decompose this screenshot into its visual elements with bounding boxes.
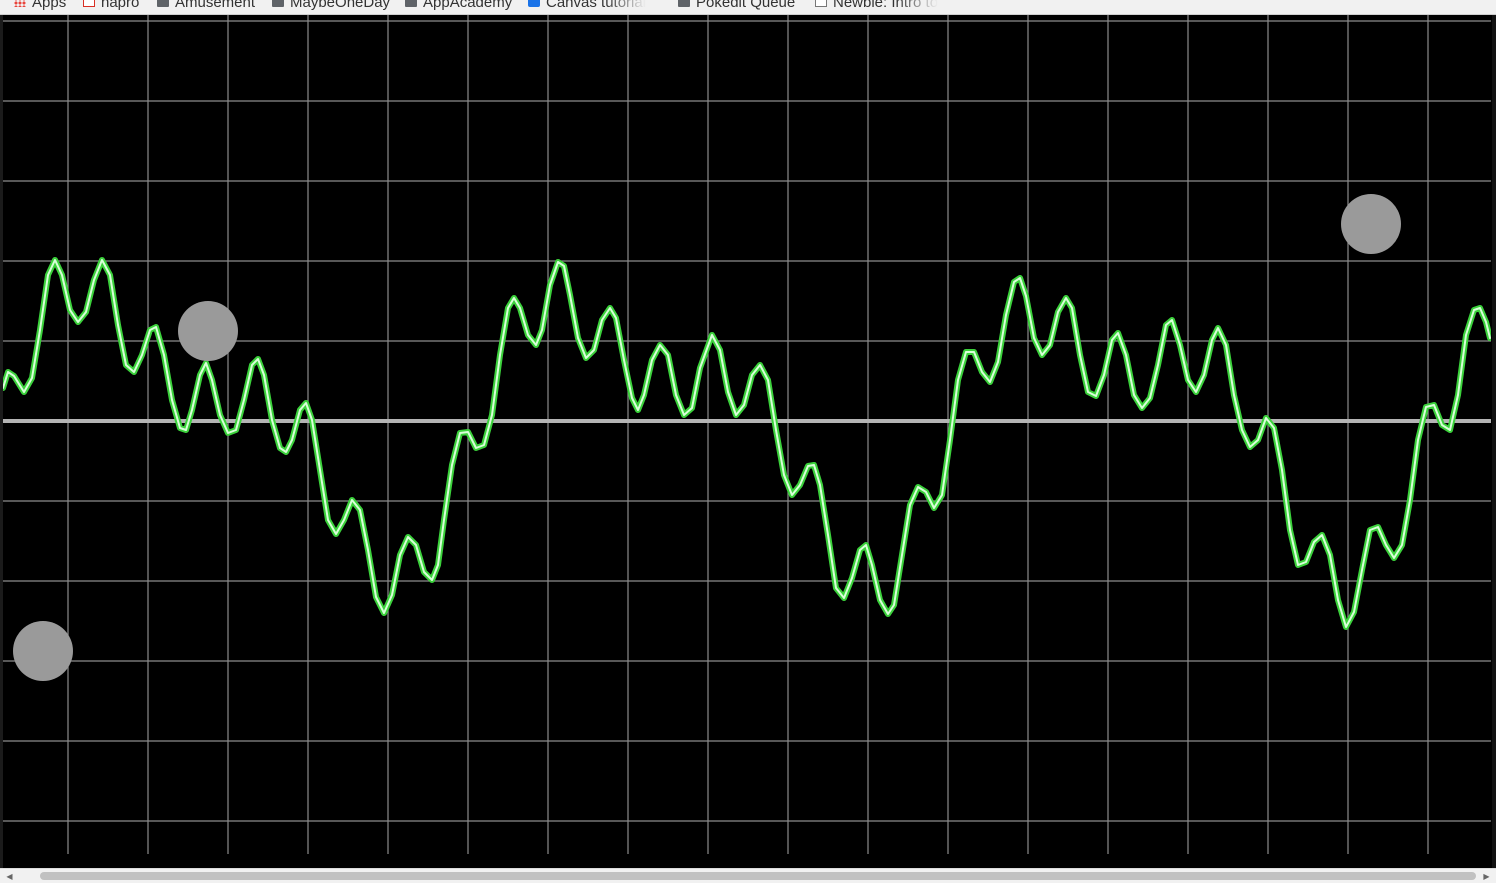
control-handle-right[interactable]: [1341, 194, 1401, 254]
bookmark-label: Canvas tutorial: [546, 0, 647, 11]
folder-icon: [405, 0, 417, 7]
control-handle-left[interactable]: [13, 621, 73, 681]
bookmark-label: Newbie: Intro to: [833, 0, 939, 11]
canvas-icon: [528, 0, 540, 7]
bookmark-maybeoneday[interactable]: MaybeOneDay: [272, 0, 390, 12]
bookmark-hapro[interactable]: hapro: [83, 0, 139, 12]
page-icon: [815, 0, 827, 7]
right-edge: [1492, 15, 1496, 868]
folder-icon: [678, 0, 690, 7]
bookmark-newbie-intro[interactable]: Newbie: Intro to: [815, 0, 938, 12]
folder-icon: [272, 0, 284, 7]
scroll-thumb[interactable]: [40, 872, 1476, 880]
bookmark-amusement[interactable]: Amusement: [157, 0, 255, 12]
waveform-trace: [3, 259, 1491, 628]
bookmark-label: Amusement: [175, 0, 256, 11]
gmail-icon: [83, 0, 95, 7]
bookmark-label: hapro: [101, 0, 140, 11]
left-edge: [0, 15, 3, 868]
bookmarks-bar: Apps hapro Amusement MaybeOneDay AppAcad…: [0, 0, 1496, 15]
horizontal-scrollbar[interactable]: ◀ ▶: [0, 868, 1496, 883]
scroll-right-icon[interactable]: ▶: [1483, 871, 1490, 881]
scroll-left-icon[interactable]: ◀: [6, 871, 13, 881]
grid-lines: [3, 15, 1491, 854]
bookmark-apps[interactable]: Apps: [14, 0, 66, 12]
bookmark-label: Apps: [32, 0, 67, 11]
folder-icon: [157, 0, 169, 7]
control-handles: [13, 194, 1401, 681]
bookmark-label: Pokedit Queue: [696, 0, 796, 11]
oscilloscope-canvas[interactable]: [3, 15, 1491, 868]
bookmark-pokedit-queue[interactable]: Pokedit Queue: [678, 0, 795, 12]
bookmark-canvas-tutorial[interactable]: Canvas tutorial: [528, 0, 646, 12]
bookmark-appacademy[interactable]: AppAcademy: [405, 0, 512, 12]
bookmark-label: AppAcademy: [423, 0, 513, 11]
control-handle-middle[interactable]: [178, 301, 238, 361]
apps-icon: [14, 0, 26, 7]
bookmark-label: MaybeOneDay: [290, 0, 391, 11]
